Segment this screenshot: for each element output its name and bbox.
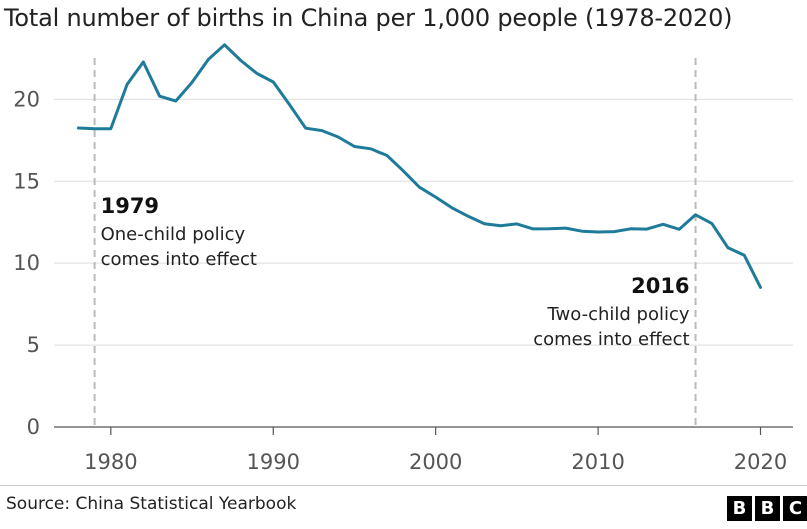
annotation-text: comes into effect — [101, 249, 257, 270]
x-tick-label: 1990 — [247, 450, 300, 474]
line-chart: 0 5 10 15 20 1980 1990 2000 2010 2020 1979 One-ch… — [13, 43, 793, 474]
logo-letter: C — [783, 496, 807, 521]
annotation-text: comes into effect — [533, 329, 689, 350]
y-tick-label: 10 — [13, 251, 40, 275]
y-tick-label: 20 — [13, 87, 40, 111]
footer-divider — [0, 485, 807, 486]
annotation-year: 2016 — [631, 274, 689, 298]
x-axis: 1980 1990 2000 2010 2020 — [84, 427, 787, 474]
annotation-lines — [93, 58, 697, 427]
x-tick-label: 2000 — [409, 450, 462, 474]
source-note: Source: China Statistical Yearbook — [6, 494, 297, 514]
y-tick-label: 0 — [27, 415, 40, 439]
x-tick-label: 2010 — [571, 450, 624, 474]
gridlines — [54, 98, 793, 428]
logo-letter: B — [755, 496, 780, 521]
y-axis-tick-labels: 0 5 10 15 20 — [13, 87, 40, 439]
bbc-logo: B B C — [727, 496, 807, 521]
x-tick-label: 2020 — [734, 450, 787, 474]
logo-letter: B — [727, 496, 752, 521]
x-tick-label: 1980 — [84, 450, 137, 474]
chart-title: Total number of births in China per 1,00… — [4, 4, 733, 32]
annotation-labels: 1979 One-child policy comes into effect 201… — [101, 194, 690, 350]
annotation-text: One-child policy — [101, 224, 246, 245]
series-line — [76, 43, 762, 289]
y-tick-label: 5 — [27, 333, 40, 357]
annotation-text: Two-child policy — [547, 304, 690, 325]
y-tick-label: 15 — [13, 169, 40, 193]
series-layer — [76, 43, 762, 289]
annotation-year: 1979 — [101, 194, 159, 218]
